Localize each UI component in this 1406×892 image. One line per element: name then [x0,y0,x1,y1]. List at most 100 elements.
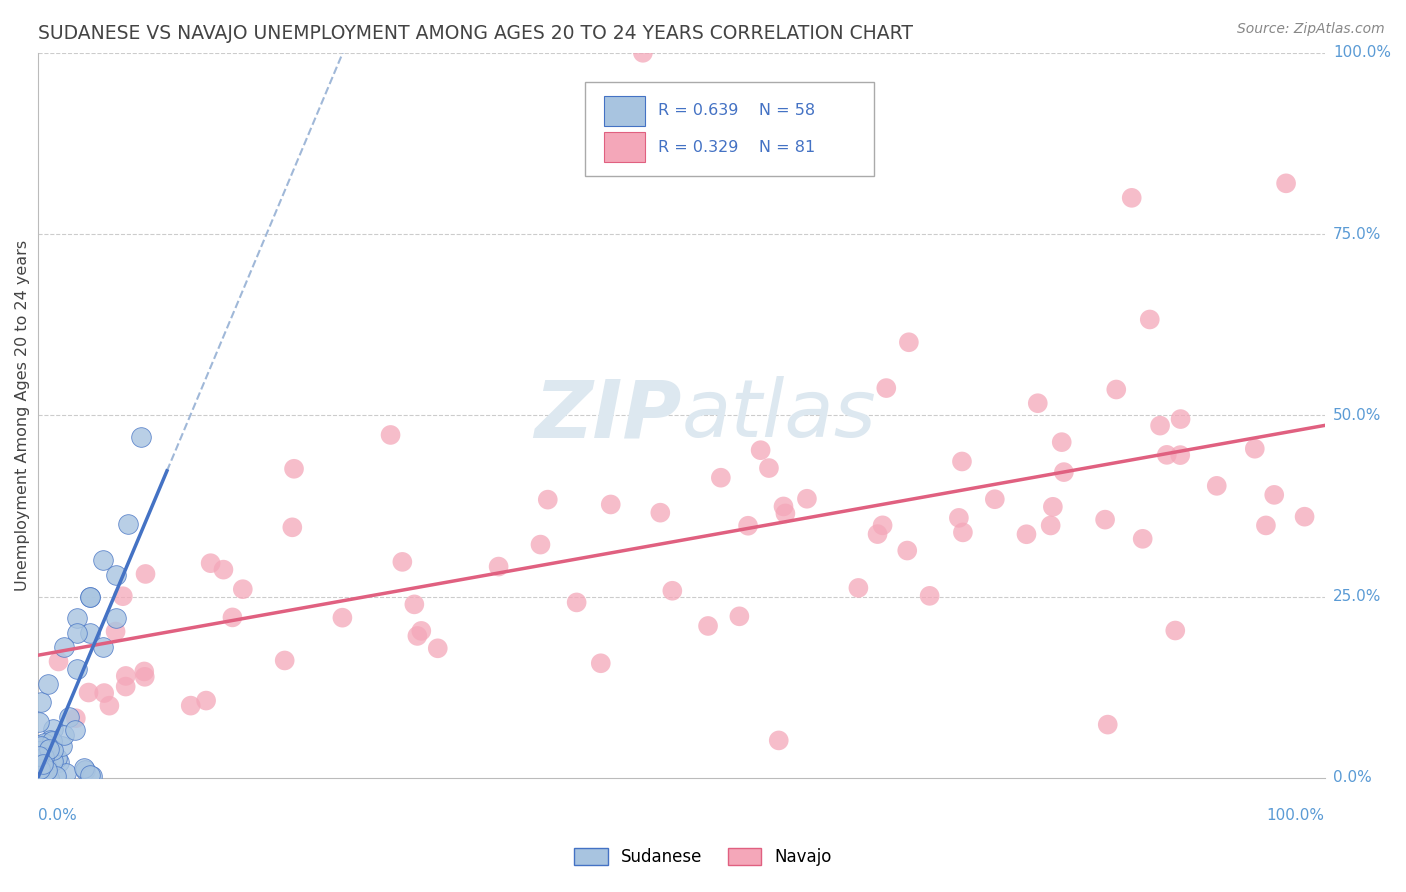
Point [848,581,870,595]
Point [134,566,156,581]
Point [796,491,818,506]
Point [1121,191,1143,205]
Point [93,686,115,700]
Point [28,739,51,753]
Point [38,742,60,756]
Point [661,583,683,598]
Point [48,655,70,669]
Point [1275,177,1298,191]
Point [41,722,63,736]
Point [1026,396,1049,410]
Point [1132,532,1154,546]
Point [866,527,889,541]
Text: SUDANESE VS NAVAJO UNEMPLOYMENT AMONG AGES 20 TO 24 YEARS CORRELATION CHART: SUDANESE VS NAVAJO UNEMPLOYMENT AMONG AG… [38,24,914,43]
Text: R = 0.639    N = 58: R = 0.639 N = 58 [658,103,815,119]
Point [728,609,751,624]
Point [65,711,87,725]
Point [41,734,63,748]
Point [65,723,87,738]
Point [200,556,222,570]
Point [1105,383,1128,397]
Point [114,669,136,683]
Point [232,582,254,597]
Point [30,763,52,777]
Point [631,45,654,60]
Text: 100.0%: 100.0% [1333,45,1391,61]
Point [332,610,354,624]
Point [1015,527,1038,541]
Point [30,763,52,777]
Point [768,733,790,747]
Point [104,611,127,625]
Point [406,629,429,643]
Text: 0.0%: 0.0% [38,808,77,823]
Point [380,428,402,442]
Point [31,766,53,780]
Point [28,744,51,758]
Point [28,762,51,776]
Point [221,610,243,624]
Point [697,619,720,633]
Point [1243,442,1265,456]
Text: 25.0%: 25.0% [1333,589,1381,604]
Point [1254,518,1277,533]
Point [426,641,449,656]
Point [104,624,127,639]
FancyBboxPatch shape [605,132,645,162]
Point [1039,518,1062,533]
Point [599,498,621,512]
Point [66,611,89,625]
Point [55,766,77,780]
Point [30,760,52,774]
Text: 100.0%: 100.0% [1267,808,1324,823]
Point [1094,513,1116,527]
Legend: Sudanese, Navajo: Sudanese, Navajo [567,840,839,875]
FancyBboxPatch shape [585,82,875,176]
Point [772,500,794,514]
Text: ZIP: ZIP [534,376,682,454]
Point [30,766,52,780]
Point [950,454,973,468]
Point [82,769,104,783]
Point [650,506,672,520]
Point [1168,448,1191,462]
Point [42,754,65,768]
Point [134,665,156,679]
Point [129,430,152,444]
Point [1050,435,1073,450]
Point [1164,624,1187,638]
Point [537,492,560,507]
Point [749,443,772,458]
Point [529,538,551,552]
Point [897,335,920,350]
Point [1263,488,1285,502]
Point [984,492,1007,507]
Point [34,769,56,783]
Point [37,676,59,690]
Point [32,736,55,750]
Point [73,761,96,775]
Point [98,698,121,713]
Point [180,698,202,713]
Point [30,695,52,709]
Point [488,559,510,574]
Point [737,518,759,533]
Text: 0.0%: 0.0% [1333,771,1372,786]
Point [948,511,970,525]
Point [30,739,52,753]
Point [91,640,114,655]
Point [404,598,426,612]
Point [28,748,51,763]
Point [38,732,60,747]
Point [134,670,156,684]
Point [35,761,58,775]
Point [1156,448,1178,462]
Point [1042,500,1064,514]
Point [79,768,101,782]
Point [1139,312,1161,326]
Point [30,767,52,781]
Point [79,626,101,640]
Point [104,567,127,582]
Point [46,751,69,765]
Point [710,471,733,485]
